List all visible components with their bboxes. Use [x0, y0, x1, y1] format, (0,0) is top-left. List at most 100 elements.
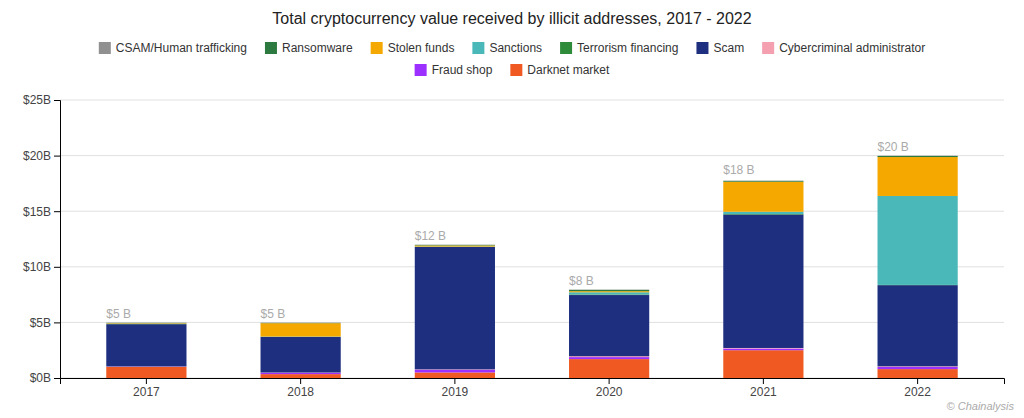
source: © Chainalysis	[947, 400, 1015, 412]
bar	[106, 322, 186, 323]
legend-label: Ransomware	[282, 41, 353, 55]
tick-label: 2018	[287, 385, 314, 399]
bar	[878, 156, 958, 157]
grid-line	[60, 322, 1004, 323]
tick: $20B	[23, 149, 60, 163]
tick: 2022	[904, 378, 931, 399]
tick-mark	[54, 100, 60, 101]
title: Total cryptocurrency value received by i…	[272, 10, 751, 27]
bar	[106, 323, 186, 324]
tick-mark	[454, 378, 455, 384]
bar	[878, 155, 958, 156]
axis-line	[61, 379, 1005, 385]
series	[106, 156, 957, 323]
legend-swatch	[560, 42, 572, 54]
tick-label: $15B	[23, 205, 51, 219]
grid	[60, 100, 1004, 378]
bar	[415, 246, 495, 247]
chart: Total cryptocurrency value received by i…	[0, 0, 1024, 418]
bar	[261, 322, 341, 323]
series	[106, 157, 957, 336]
grid-line	[60, 211, 1004, 212]
legend-swatch	[371, 42, 383, 54]
tick-label: $0B	[30, 371, 51, 385]
legend-item: Cybercriminal administrator	[762, 41, 925, 55]
legend-label: Sanctions	[489, 41, 542, 55]
tick-label: 2019	[442, 385, 469, 399]
series	[106, 156, 957, 323]
legend-swatch	[510, 64, 522, 76]
tick: $0B	[30, 371, 60, 385]
bar	[106, 322, 186, 323]
legend-swatch	[762, 42, 774, 54]
annotation: $20 B	[878, 140, 909, 154]
legend-label: Cybercriminal administrator	[779, 41, 925, 55]
axis-line	[54, 101, 61, 379]
bar	[569, 295, 649, 356]
bar	[723, 180, 803, 182]
bar	[878, 369, 958, 378]
series	[106, 349, 957, 375]
tick-label: 2022	[904, 385, 931, 399]
annotation: $5 B	[261, 307, 286, 321]
bar	[415, 370, 495, 373]
tick-mark	[300, 378, 301, 384]
tick-label: $25B	[23, 93, 51, 107]
bars	[106, 156, 957, 378]
plot: 201720182019202020212022$0B$5B$10B$15B$2…	[23, 93, 1005, 398]
tick: 2020	[596, 378, 623, 399]
legend-item: Fraud shop	[415, 63, 493, 77]
bar	[723, 182, 803, 212]
tick: 2018	[287, 378, 314, 399]
tick-mark	[54, 378, 60, 379]
bar	[723, 349, 803, 351]
tick: $15B	[23, 205, 60, 219]
bar	[261, 322, 341, 323]
tick-mark	[763, 378, 764, 384]
legend-swatch	[415, 64, 427, 76]
legend-item: Stolen funds	[371, 41, 455, 55]
tick-label: 2020	[596, 385, 623, 399]
bar	[723, 180, 803, 181]
bar	[415, 244, 495, 245]
legend: Fraud shopDarknet market	[415, 63, 610, 77]
bar	[261, 373, 341, 374]
series	[106, 215, 957, 373]
tick-label: $10B	[23, 260, 51, 274]
legend: CSAM/Human trafficking Ransomware Stolen f…	[99, 41, 925, 55]
bar	[415, 372, 495, 378]
bar	[261, 337, 341, 373]
annotation: $18 B	[723, 163, 754, 177]
bar	[261, 374, 341, 378]
legend-item: Ransomware	[265, 41, 353, 55]
bar	[569, 292, 649, 294]
y-axis: $0B$5B$10B$15B$20B$25B	[23, 93, 61, 385]
grid-line	[60, 155, 1004, 156]
bar	[106, 323, 186, 325]
legend-label: Fraud shop	[432, 63, 493, 77]
bar	[106, 323, 186, 324]
tick-mark	[54, 156, 60, 157]
bar	[878, 196, 958, 285]
tick-mark	[54, 322, 60, 323]
annotations: $5 B$5 B$12 B$8 B$18 B$20 B	[106, 140, 909, 321]
legend-item: Scam	[696, 41, 744, 55]
bar	[878, 285, 958, 366]
bar	[106, 367, 186, 378]
legend-swatch	[99, 42, 111, 54]
series	[106, 214, 957, 337]
bar	[723, 215, 803, 348]
bar	[878, 367, 958, 369]
x-axis: 201720182019202020212022	[61, 378, 1005, 399]
series	[106, 348, 957, 373]
annotation: $12 B	[415, 229, 446, 243]
tick-mark	[54, 267, 60, 268]
tick-mark	[54, 211, 60, 212]
legend-label: CSAM/Human trafficking	[116, 41, 247, 55]
series	[106, 350, 957, 378]
legend-item: Terrorism financing	[560, 41, 678, 55]
bar	[415, 245, 495, 246]
legend-label: Stolen funds	[388, 41, 455, 55]
bar	[878, 157, 958, 196]
tick: 2021	[750, 378, 777, 399]
